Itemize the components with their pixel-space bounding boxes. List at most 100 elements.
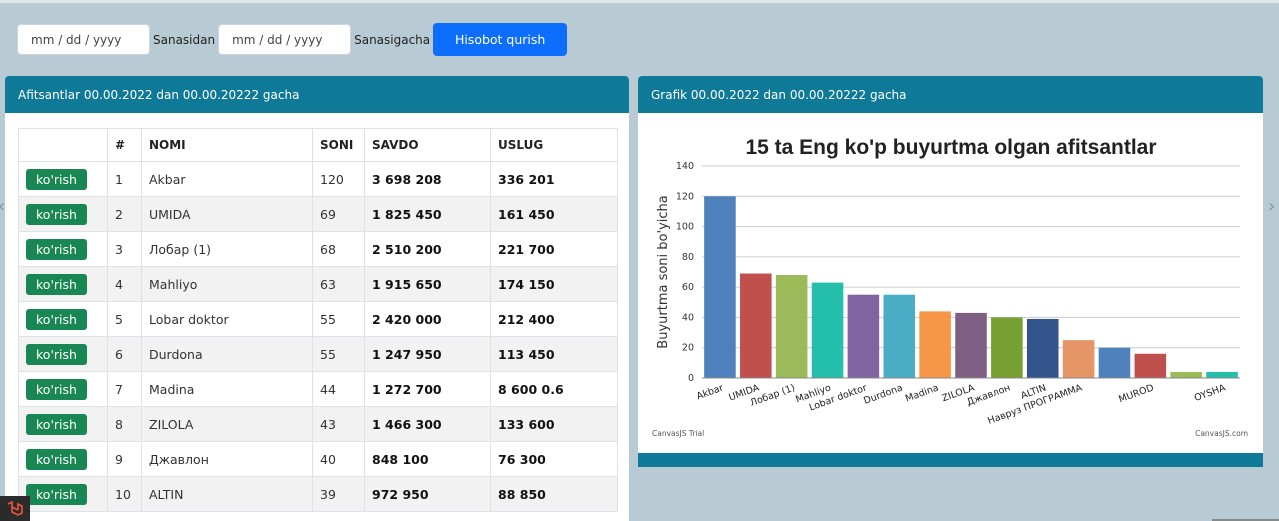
row-index: 8 (107, 406, 142, 442)
table-row: ko'rish 10 ALTIN 39 972 950 88 850 (18, 476, 618, 512)
y-tick-label: 120 (676, 191, 694, 202)
view-button[interactable]: ko'rish (26, 483, 87, 505)
x-tick-label: Durdona (862, 382, 904, 406)
bar-chart: 15 ta Eng ko'p buyurtma olgan afitsantla… (652, 136, 1248, 438)
col-index: # (107, 128, 142, 162)
row-count: 39 (312, 476, 365, 512)
laravel-logo-icon (0, 496, 30, 521)
credit-left: CanvasJS Trial (652, 429, 704, 438)
row-sales: 1 825 450 (364, 196, 491, 232)
row-name: UMIDA (141, 196, 313, 232)
row-sales: 3 698 208 (364, 161, 491, 197)
x-tick-label: Madina (904, 382, 940, 404)
bar (775, 275, 808, 378)
view-button[interactable]: ko'rish (26, 448, 87, 470)
waiters-panel-title: Afitsantlar 00.00.2022 dan 00.00.20222 g… (5, 76, 629, 113)
col-sales: SAVDO (364, 128, 491, 162)
view-button[interactable]: ko'rish (26, 168, 87, 190)
row-action-cell: ko'rish (18, 161, 108, 197)
left-arrow-icon: ‹ (0, 196, 5, 217)
to-date-input[interactable]: mm / dd / yyyy (218, 24, 352, 55)
table-row: ko'rish 2 UMIDA 69 1 825 450 161 450 (18, 196, 618, 232)
y-tick-label: 0 (688, 373, 694, 384)
table-row: ko'rish 8 ZILOLA 43 1 466 300 133 600 (18, 406, 618, 442)
view-button[interactable]: ko'rish (26, 343, 87, 365)
row-name: ZILOLA (141, 406, 313, 442)
row-service: 221 700 (490, 231, 618, 267)
y-tick-label: 100 (676, 222, 694, 233)
row-index: 6 (107, 336, 142, 372)
row-service: 133 600 (490, 406, 618, 442)
row-count: 44 (312, 371, 365, 407)
top-border (0, 0, 1279, 3)
table-row: ko'rish 1 Akbar 120 3 698 208 336 201 (18, 161, 618, 197)
row-index: 1 (107, 161, 142, 197)
row-index: 4 (107, 266, 142, 302)
scroll-indicator (1212, 519, 1279, 521)
bar (1026, 318, 1059, 378)
bar (1206, 371, 1238, 378)
row-service: 336 201 (490, 161, 618, 197)
row-name: Lobar doktor (141, 301, 313, 337)
row-name: Джавлон (141, 441, 313, 477)
row-count: 69 (312, 196, 365, 232)
row-action-cell: ko'rish (18, 266, 108, 302)
row-name: Akbar (141, 161, 313, 197)
view-button[interactable]: ko'rish (26, 238, 87, 260)
row-count: 43 (312, 406, 365, 442)
right-arrow-icon: › (1268, 196, 1276, 217)
col-count: SONI (312, 128, 365, 162)
row-service: 161 450 (490, 196, 618, 232)
row-action-cell: ko'rish (18, 196, 108, 232)
credit-right: CanvasJS.com (1195, 429, 1248, 438)
date-filter-bar: mm / dd / yyyy Sanasidan mm / dd / yyyy … (17, 23, 568, 56)
row-index: 9 (107, 441, 142, 477)
bar (1170, 371, 1202, 378)
waiters-table: # NOMI SONI SAVDO USLUG ko'rish 1 Akbar 120… (18, 128, 618, 512)
bar (847, 294, 880, 378)
view-button[interactable]: ko'rish (26, 413, 87, 435)
bar (811, 282, 844, 378)
row-name: Лобар (1) (141, 231, 313, 267)
row-sales: 1 247 950 (364, 336, 491, 372)
from-date-label: Sanasidan (153, 32, 216, 47)
bar (1062, 340, 1095, 378)
chart-title: 15 ta Eng ko'p buyurtma olgan afitsantla… (745, 136, 1156, 159)
x-tick-label: Akbar (695, 382, 725, 402)
from-date-input[interactable]: mm / dd / yyyy (17, 24, 150, 55)
row-sales: 2 510 200 (364, 231, 491, 267)
table-row: ko'rish 5 Lobar doktor 55 2 420 000 212 400 (18, 301, 618, 337)
row-count: 63 (312, 266, 365, 302)
view-button[interactable]: ko'rish (26, 273, 87, 295)
view-button[interactable]: ko'rish (26, 378, 87, 400)
table-row: ko'rish 6 Durdona 55 1 247 950 113 450 (18, 336, 618, 372)
chart-panel: Grafik 00.00.2022 dan 00.00.20222 gacha … (638, 76, 1263, 467)
row-sales: 1 272 700 (364, 371, 491, 407)
row-service: 88 850 (490, 476, 618, 512)
view-button[interactable]: ko'rish (26, 308, 87, 330)
row-sales: 848 100 (364, 441, 491, 477)
table-header-row: # NOMI SONI SAVDO USLUG (18, 128, 618, 162)
table-row: ko'rish 9 Джавлон 40 848 100 76 300 (18, 441, 618, 477)
y-axis-label: Buyurtma soni bo'yicha (656, 195, 671, 348)
row-service: 174 150 (490, 266, 618, 302)
view-button[interactable]: ko'rish (26, 203, 87, 225)
col-service: USLUG (490, 128, 618, 162)
table-row: ko'rish 3 Лобар (1) 68 2 510 200 221 700 (18, 231, 618, 267)
bar (1134, 353, 1167, 378)
y-tick-label: 140 (676, 161, 694, 172)
build-report-button[interactable]: Hisobot qurish (433, 23, 568, 56)
row-action-cell: ko'rish (18, 231, 108, 267)
row-index: 5 (107, 301, 142, 337)
row-count: 55 (312, 336, 365, 372)
row-count: 40 (312, 441, 365, 477)
bar (1098, 347, 1131, 378)
table-row: ko'rish 7 Madina 44 1 272 700 8 600 0.6 (18, 371, 618, 407)
y-tick-label: 60 (682, 282, 694, 293)
row-index: 2 (107, 196, 142, 232)
chart-container: 15 ta Eng ko'p buyurtma olgan afitsantla… (644, 118, 1258, 454)
row-sales: 1 466 300 (364, 406, 491, 442)
y-tick-label: 80 (682, 252, 694, 263)
row-sales: 1 915 650 (364, 266, 491, 302)
chart-panel-title: Grafik 00.00.2022 dan 00.00.20222 gacha (638, 76, 1263, 113)
